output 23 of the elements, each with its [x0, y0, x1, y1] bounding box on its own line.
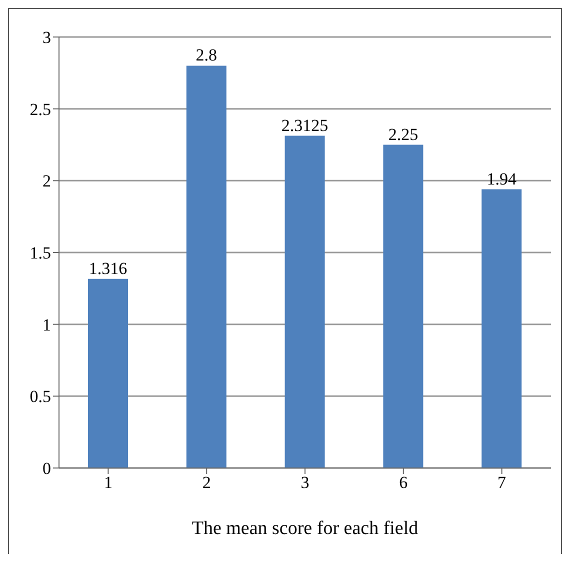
- x-tick-label: 7: [498, 473, 507, 492]
- y-tick-label: 2.5: [30, 100, 51, 119]
- data-label: 1.94: [486, 169, 517, 188]
- y-tick-label: 2: [42, 172, 51, 191]
- y-tick-label: 1: [42, 315, 51, 334]
- bar: [186, 66, 226, 468]
- data-label: 1.316: [88, 258, 128, 278]
- bar: [284, 136, 325, 468]
- y-tick-label: 1.5: [30, 244, 51, 263]
- x-axis-title: The mean score for each field: [192, 518, 419, 539]
- data-label: 2.8: [196, 46, 218, 65]
- y-tick-label: 3: [42, 28, 51, 48]
- x-tick-label: 3: [300, 473, 310, 492]
- x-tick-label: 2: [202, 473, 211, 492]
- x-tick-label: 6: [399, 473, 408, 492]
- data-label: 2.3125: [281, 116, 328, 135]
- y-tick-label: 0: [42, 459, 51, 478]
- bar: [383, 144, 424, 468]
- x-tick-label: 1: [104, 473, 112, 492]
- data-label: 2.25: [388, 124, 418, 144]
- bar: [88, 278, 128, 468]
- y-tick-label: 0.5: [30, 387, 51, 406]
- bar: [482, 189, 522, 468]
